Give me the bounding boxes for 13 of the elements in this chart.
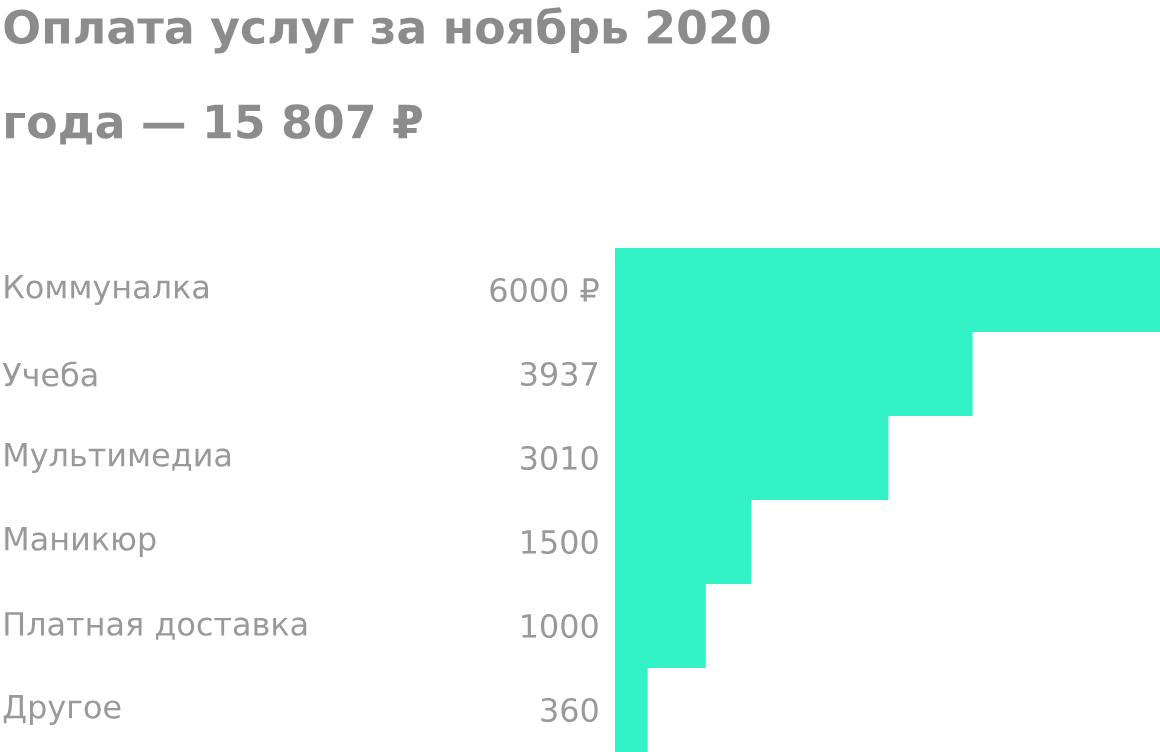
y-tick-label: Другое [3,695,121,725]
y-tick-label: Мультимедиа [5,443,231,473]
y-tick-label: Коммуналка [5,275,208,305]
y-tick-label: Платная доставка [5,612,307,640]
data-label: 3010 [521,445,598,471]
data-label: 1000 [522,613,598,639]
y-tick-label: Учеба [2,361,97,387]
data-label: 3937 [521,361,598,387]
data-label: 360 [541,697,598,723]
data-label: 1500 [522,529,598,555]
y-tick-label: Маникюр [5,527,156,557]
chart-title: Оплата услуг за ноябрь 2020 года — 15 807 ₽ [4,7,770,145]
data-label: 6000 ₽ [490,277,599,303]
